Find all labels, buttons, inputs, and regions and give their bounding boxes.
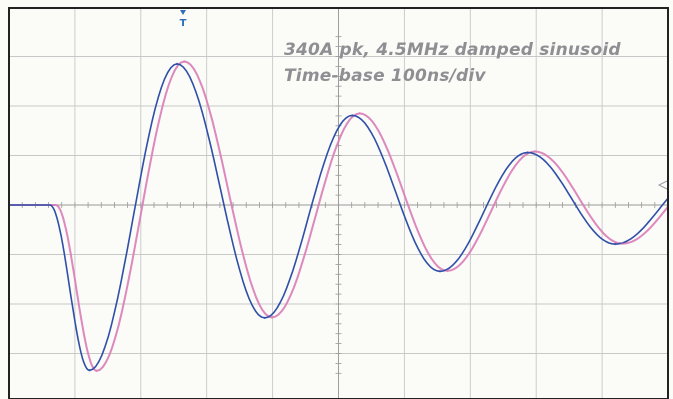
data-point-reference [621,242,624,245]
series-line-measured-trace [9,63,668,372]
data-point-measured [175,62,179,66]
data-point-reference [95,369,98,372]
trigger-label: T [180,18,187,29]
series-line-reference-trace [9,60,668,372]
data-point-measured [526,151,529,154]
data-point-measured [438,270,442,273]
data-point-reference [183,60,186,63]
caption-signal-description: 340A pk, 4.5MHz damped sinusoid [284,40,621,60]
data-point-measured [614,242,617,246]
trigger-level-icon [657,180,668,190]
caption-timebase: Time-base 100ns/div [284,66,486,86]
data-point-reference [358,112,361,115]
data-point-reference [270,316,274,319]
data-point-measured [351,114,354,117]
plot-frame [8,7,669,399]
trigger-arrow-icon [180,10,186,15]
data-point-measured [88,369,91,372]
data-point-reference [533,150,537,153]
data-point-reference [446,269,449,272]
data-point-measured [263,316,266,320]
